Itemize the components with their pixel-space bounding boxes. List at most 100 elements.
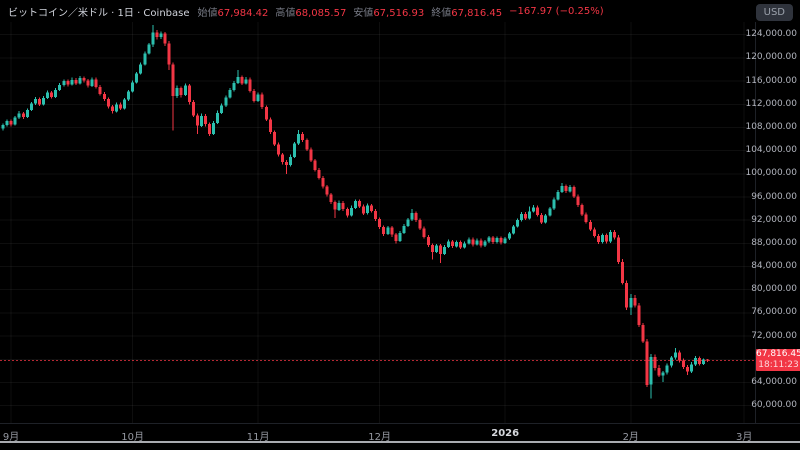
- change-value: −167.97 (−0.25%): [509, 5, 604, 17]
- candle: [447, 239, 450, 248]
- candle: [313, 158, 317, 172]
- close-label: 終値: [431, 7, 452, 19]
- price-tick-label: 64,000.00: [751, 376, 797, 387]
- candle: [208, 122, 211, 137]
- candle: [244, 77, 248, 85]
- candle: [272, 130, 276, 146]
- candlestick-chart[interactable]: [0, 22, 755, 423]
- candle: [459, 240, 463, 250]
- legend-close: 終値67,816.45: [431, 4, 502, 19]
- candle: [609, 230, 612, 243]
- candle: [252, 89, 256, 103]
- candle: [341, 201, 345, 211]
- candle: [195, 113, 199, 134]
- candle: [353, 199, 357, 210]
- candle: [187, 84, 191, 105]
- candle: [580, 203, 584, 217]
- candle: [135, 71, 139, 84]
- candle: [604, 233, 608, 244]
- candle: [240, 75, 244, 86]
- candle: [398, 231, 402, 243]
- candle: [414, 211, 418, 222]
- candle: [349, 205, 353, 217]
- candle: [58, 82, 62, 91]
- time-tick-label: 11月: [246, 432, 270, 443]
- candle: [118, 102, 122, 111]
- candle: [305, 138, 309, 152]
- candle: [540, 213, 544, 225]
- price-scale[interactable]: 67,816.45 18:11:23 124,000.00 120,000.00 1…: [745, 22, 800, 423]
- price-tick-label: 112,000.00: [745, 98, 797, 109]
- time-tick-label: 9月: [2, 432, 20, 443]
- candle: [568, 184, 572, 193]
- candle: [669, 355, 673, 368]
- price-tick-label: 96,000.00: [751, 191, 797, 202]
- candle: [309, 147, 313, 163]
- candle: [151, 24, 155, 47]
- candle: [649, 354, 653, 399]
- low-label: 安値: [353, 7, 374, 19]
- candle: [390, 226, 394, 237]
- candle: [657, 365, 661, 378]
- candle: [42, 96, 45, 106]
- candle: [232, 81, 236, 92]
- candle: [467, 237, 471, 245]
- candle: [698, 356, 702, 366]
- price-tick-label: 72,000.00: [751, 330, 797, 341]
- time-tick-label: 2月: [622, 432, 639, 443]
- candle: [236, 70, 240, 84]
- candle: [499, 236, 503, 245]
- candle: [690, 362, 693, 374]
- price-tick-label: 108,000.00: [745, 121, 797, 132]
- candle: [374, 209, 378, 221]
- candle: [706, 358, 710, 363]
- candle: [523, 212, 527, 221]
- close-value: 67,816.45: [451, 7, 503, 19]
- window-bottom-edge: [0, 441, 800, 443]
- candle: [661, 370, 665, 382]
- candle: [645, 339, 649, 388]
- symbol-title[interactable]: ビットコイン／米ドル · 1日 · Coinbase: [8, 7, 190, 19]
- candle: [617, 235, 621, 265]
- candle: [179, 86, 183, 98]
- candle: [297, 129, 301, 145]
- candle: [191, 100, 195, 117]
- candle: [155, 30, 159, 40]
- candle: [333, 200, 337, 218]
- last-price-value: 67,816.45: [756, 349, 800, 360]
- price-tick-label: 104,000.00: [745, 145, 797, 156]
- candle: [402, 224, 406, 235]
- candle: [216, 110, 220, 124]
- candle: [70, 77, 74, 86]
- price-tick-label: 76,000.00: [751, 307, 797, 318]
- candle: [123, 97, 126, 110]
- candle: [13, 115, 17, 126]
- candle: [301, 132, 305, 142]
- candle: [702, 358, 706, 366]
- candle: [491, 235, 495, 244]
- candle: [519, 212, 523, 222]
- candle: [633, 294, 637, 308]
- candle: [86, 78, 90, 88]
- candle: [560, 183, 564, 193]
- open-label: 始値: [197, 7, 218, 19]
- candle: [21, 111, 25, 119]
- candle: [455, 240, 459, 248]
- candle: [147, 42, 151, 55]
- candle: [471, 237, 475, 247]
- candle: [370, 204, 374, 213]
- time-tick-label: 10月: [121, 432, 144, 443]
- header-bar: ビットコイン／米ドル · 1日 · Coinbase 始値67,984.42 高…: [8, 0, 604, 22]
- candle: [171, 62, 175, 131]
- price-tick-label: 84,000.00: [751, 261, 797, 272]
- candle: [268, 117, 272, 134]
- candle: [426, 235, 430, 247]
- currency-button[interactable]: USD: [755, 4, 793, 21]
- candle: [66, 79, 70, 87]
- time-scale[interactable]: 9月 10月 11月 12月 2026 2月 3月: [0, 423, 800, 443]
- candle: [1, 123, 5, 131]
- candle: [556, 190, 560, 201]
- candle: [78, 75, 82, 85]
- candle: [588, 220, 592, 232]
